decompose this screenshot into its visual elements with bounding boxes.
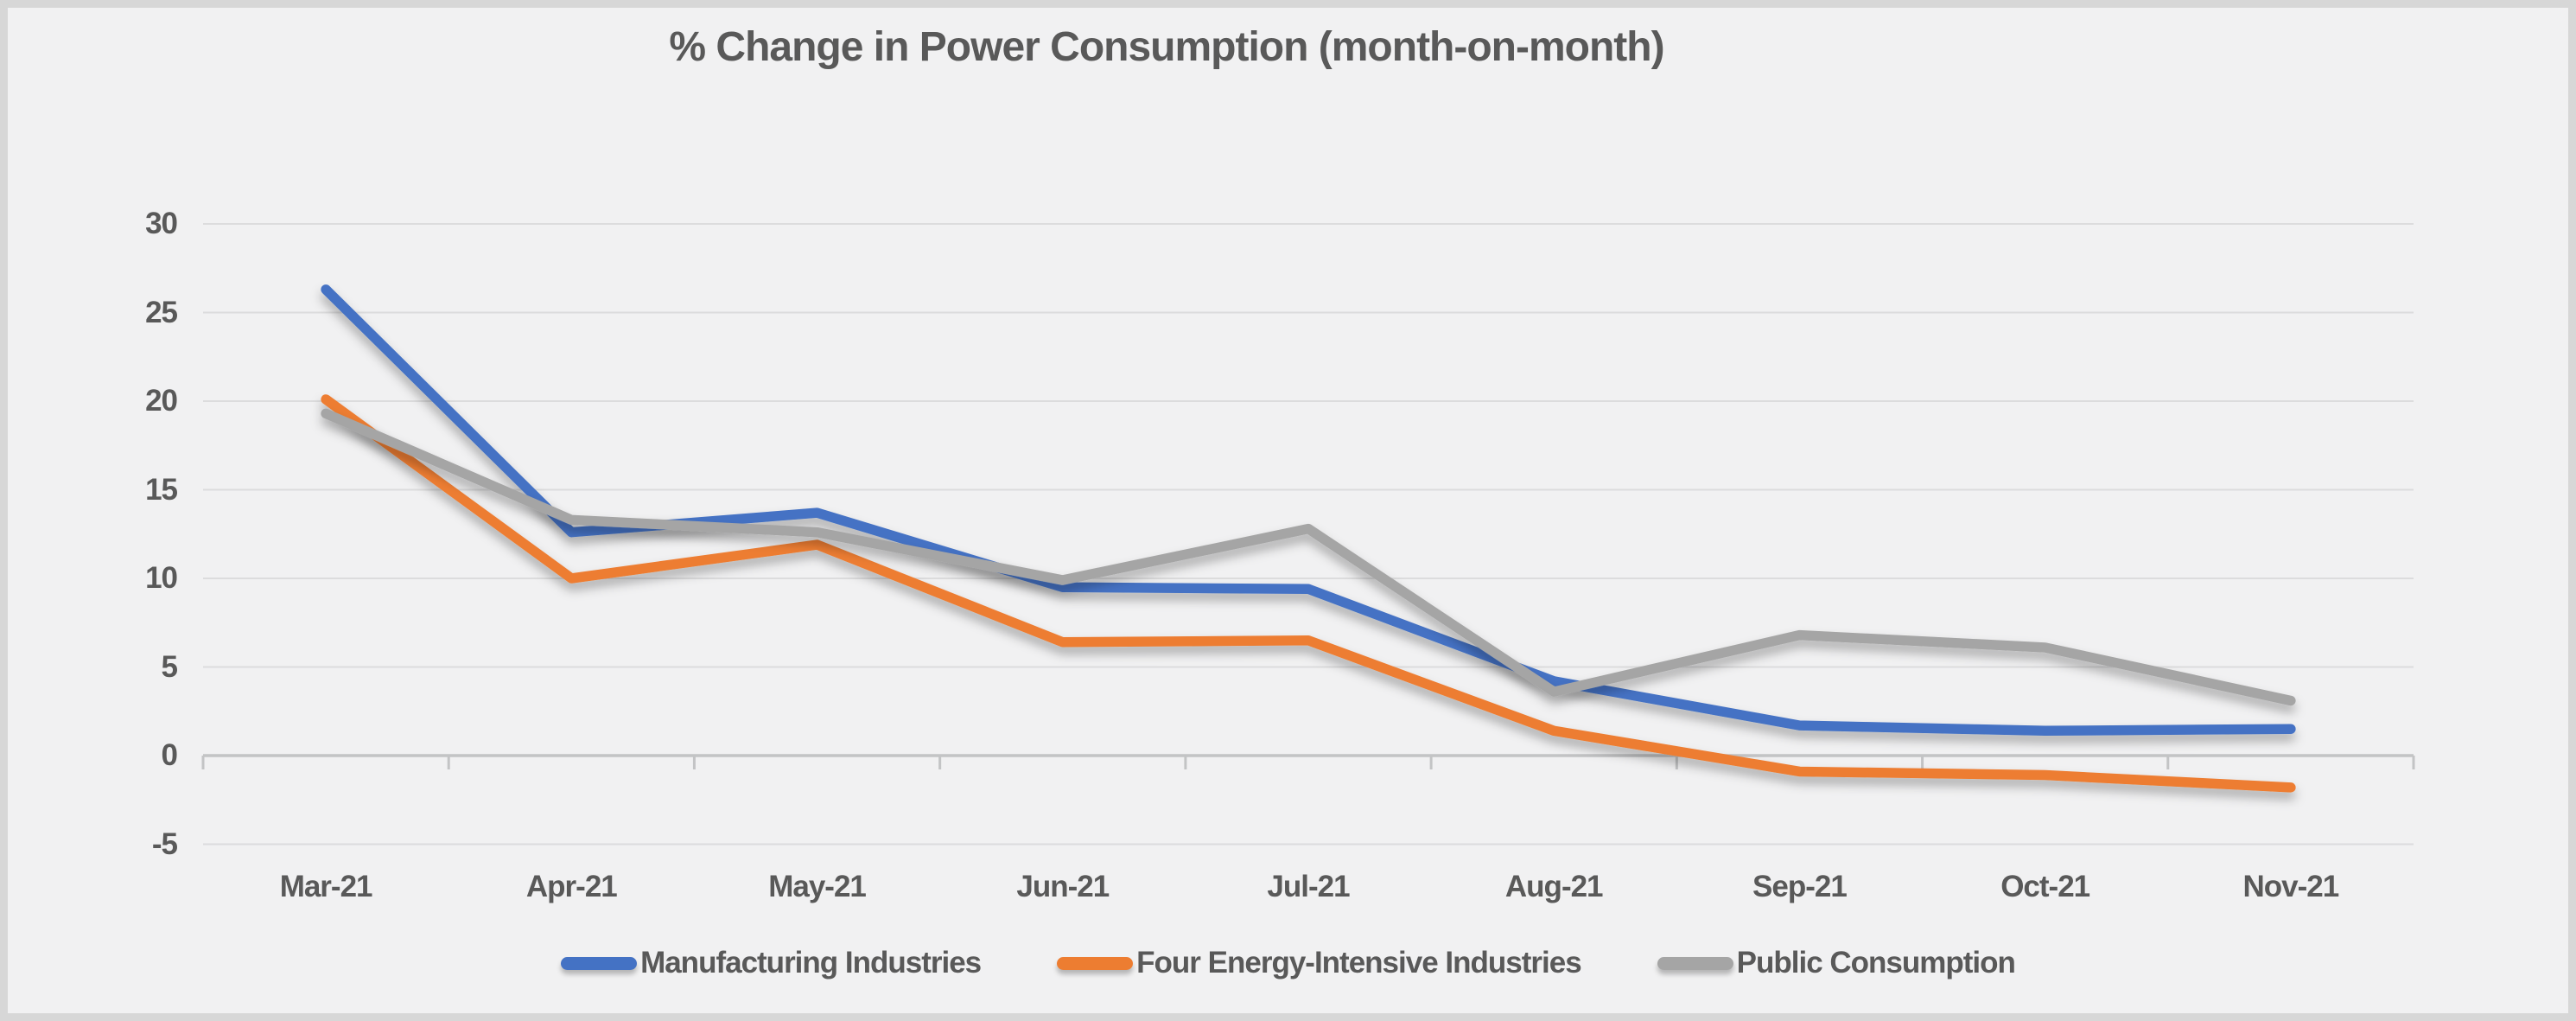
x-axis-label-jul-21: Jul-21	[1267, 870, 1350, 903]
y-axis-label-10: 10	[145, 561, 178, 595]
x-axis-label-mar-21: Mar-21	[279, 870, 373, 903]
legend-label: Manufacturing Industries	[640, 946, 982, 980]
legend-label: Public Consumption	[1736, 946, 2016, 980]
legend-item-2: Public Consumption	[1657, 946, 2016, 980]
y-axis-label-25: 25	[145, 295, 178, 329]
legend-label: Four Energy-Intensive Industries	[1136, 946, 1581, 980]
x-axis-label-oct-21: Oct-21	[2000, 870, 2090, 903]
legend-dash-icon	[1657, 956, 1733, 970]
y-axis-label-20: 20	[145, 384, 178, 418]
y-axis-label-5: 5	[161, 649, 178, 684]
legend-dash-icon	[1057, 956, 1134, 970]
x-axis-label-apr-21: Apr-21	[525, 870, 618, 903]
x-axis-label-jun-21: Jun-21	[1016, 870, 1110, 903]
y-axis-label--5: -5	[151, 826, 178, 861]
legend: Manufacturing Industries Four Energy-Inte…	[8, 946, 2568, 980]
legend-item-1: Four Energy-Intensive Industries	[1057, 946, 1582, 980]
legend-dash-icon	[561, 956, 638, 970]
x-axis-label-nov-21: Nov-21	[2242, 870, 2340, 903]
x-axis-label-sep-21: Sep-21	[1752, 870, 1848, 903]
x-axis-label-aug-21: Aug-21	[1504, 870, 1604, 903]
y-axis-label-0: 0	[161, 738, 178, 772]
x-axis-label-may-21: May-21	[768, 870, 867, 903]
series-line-0	[321, 284, 2296, 737]
y-axis-label-30: 30	[145, 207, 178, 240]
legend-item-0: Manufacturing Industries	[561, 946, 982, 980]
series-lines	[321, 284, 2296, 793]
chart-title: % Change in Power Consumption (month-on-…	[669, 24, 1664, 70]
series-line-1	[321, 394, 2296, 793]
series-line-2	[321, 408, 2296, 706]
plot-area	[201, 223, 2415, 846]
gridlines	[203, 223, 2414, 846]
y-axis-label-15: 15	[145, 472, 178, 507]
x-axis-ticks	[201, 756, 2415, 769]
